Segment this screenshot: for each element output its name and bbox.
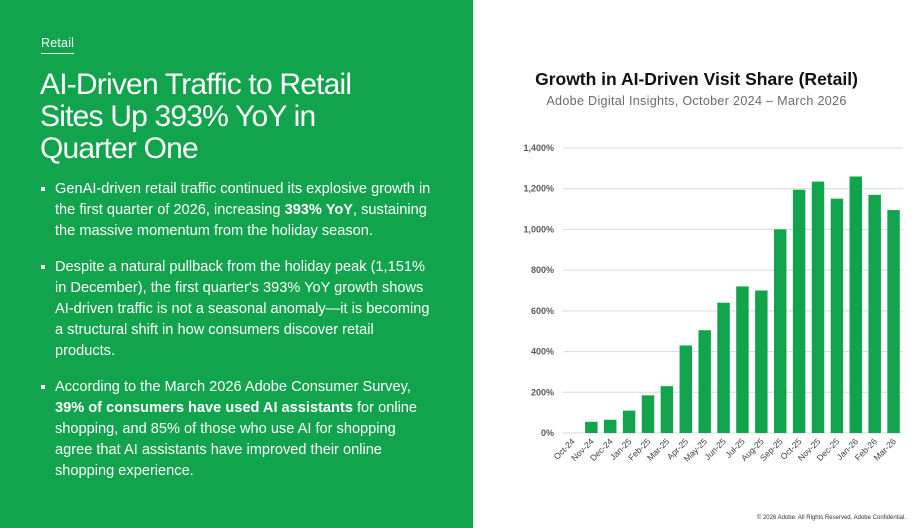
bullet-text: GenAI-driven retail traffic continued it… [55,181,431,218]
chart-title: Growth in AI-Driven Visit Share (Retail) [535,69,858,89]
bar [773,229,787,433]
bar [641,395,655,433]
y-tick-label: 1,200% [523,184,554,194]
bullet-text: for online shopping, and 85% of those wh… [55,400,418,479]
bar [585,421,598,433]
footer-copyright: © 2026 Adobe. All Rights Reserved. Adobe… [756,515,906,521]
bar [755,290,768,433]
bar [622,410,636,433]
section-tag: Retail [41,36,75,54]
bar [603,419,617,433]
y-tick-label: 200% [531,387,554,397]
bar-chart: 0%200%400%600%800%1,000%1,200%1,400%Oct-… [523,143,903,464]
bullet-text: According to the March 2026 Adobe Consum… [55,379,411,395]
bar [868,194,881,433]
bar [830,198,844,433]
y-tick-label: 1,000% [523,224,554,234]
y-tick-label: 800% [531,265,554,275]
bar [679,345,693,433]
bar [849,176,863,433]
bar [717,302,730,433]
bullet-item: Despite a natural pullback from the holi… [41,257,436,362]
y-tick-label: 400% [531,347,554,357]
bullet-item: According to the March 2026 Adobe Consum… [41,377,436,482]
bullet-text: , sustaining the massive momentum from t… [55,202,427,239]
bar [887,210,900,433]
bullet-emphasis: 39% of consumers have used AI assistants [55,400,353,416]
page-title: AI-Driven Traffic to Retail Sites Up 393… [40,68,352,165]
bullet-list: GenAI-driven retail traffic continued it… [41,179,436,497]
bar [660,386,674,433]
bullet-text: Despite a natural pullback from the holi… [55,259,430,359]
bar [811,181,825,433]
bar [736,286,749,433]
y-tick-label: 600% [531,306,554,316]
bullet-emphasis: 393% YoY [284,202,353,218]
left-panel: Retail AI-Driven Traffic to Retail Sites… [0,0,473,528]
chart-subtitle: Adobe Digital Insights, October 2024 – M… [546,94,847,108]
y-tick-label: 1,400% [523,143,554,153]
y-tick-label: 0% [541,428,554,438]
bar [698,330,711,433]
bar [792,189,806,433]
x-tick-label: Jun-25 [702,436,728,462]
bullet-item: GenAI-driven retail traffic continued it… [41,179,436,242]
